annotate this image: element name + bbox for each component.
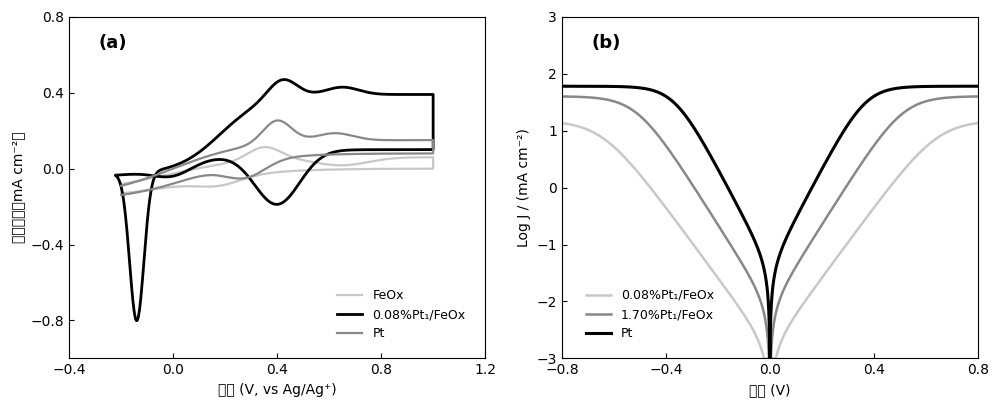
Y-axis label: 电流密度（mA cm⁻²）: 电流密度（mA cm⁻²） [11,132,25,243]
Legend: FeOx, 0.08%Pt₁/FeOx, Pt: FeOx, 0.08%Pt₁/FeOx, Pt [332,284,471,346]
X-axis label: 电压 (V): 电压 (V) [749,383,791,397]
Legend: 0.08%Pt₁/FeOx, 1.70%Pt₁/FeOx, Pt: 0.08%Pt₁/FeOx, 1.70%Pt₁/FeOx, Pt [581,284,719,346]
Text: (a): (a) [98,34,127,52]
X-axis label: 电压 (V, vs Ag/Ag⁺): 电压 (V, vs Ag/Ag⁺) [218,383,336,397]
Text: (b): (b) [591,34,620,52]
Y-axis label: Log J / (mA cm⁻²): Log J / (mA cm⁻²) [517,128,531,247]
